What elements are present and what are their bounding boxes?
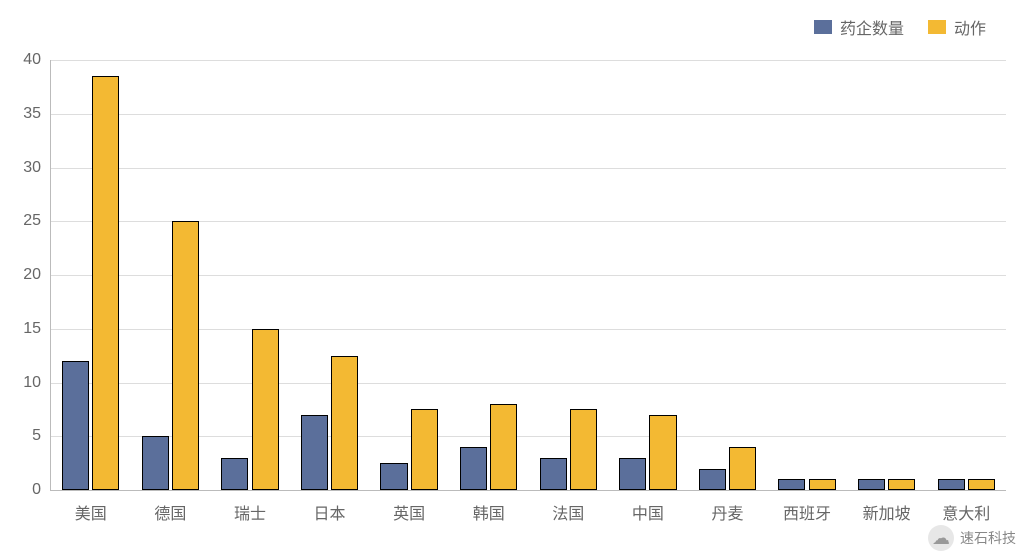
bar-series-1 [570, 409, 597, 490]
x-tick-label: 意大利 [942, 500, 990, 524]
chart-container: 药企数量 动作 0510152025303540美国德国瑞士日本英国韩国法国中国… [0, 0, 1026, 557]
watermark: ☁ 速石科技 [928, 525, 1016, 551]
bar-series-1 [490, 404, 517, 490]
bar-series-0 [142, 436, 169, 490]
bar-series-0 [699, 469, 726, 491]
bar-series-1 [888, 479, 915, 490]
bar-series-1 [92, 76, 119, 490]
x-tick-label: 中国 [632, 500, 664, 524]
bar-series-0 [62, 361, 89, 490]
plot-area: 0510152025303540美国德国瑞士日本英国韩国法国中国丹麦西班牙新加坡… [50, 60, 1006, 491]
x-tick-label: 英国 [393, 500, 425, 524]
legend: 药企数量 动作 [814, 15, 986, 39]
x-tick-label: 新加坡 [863, 500, 911, 524]
bar-series-1 [252, 329, 279, 490]
grid-line [51, 60, 1006, 61]
legend-swatch-series-0 [814, 20, 832, 34]
bar-series-1 [729, 447, 756, 490]
y-tick-label: 20 [11, 266, 41, 284]
grid-line [51, 168, 1006, 169]
bar-series-1 [172, 221, 199, 490]
bar-series-0 [460, 447, 487, 490]
y-tick-label: 40 [11, 51, 41, 69]
bar-series-0 [619, 458, 646, 490]
y-tick-label: 10 [11, 374, 41, 392]
y-tick-label: 25 [11, 212, 41, 230]
y-tick-label: 0 [11, 481, 41, 499]
x-tick-label: 法国 [552, 500, 584, 524]
bar-series-0 [540, 458, 567, 490]
watermark-text: 速石科技 [960, 528, 1016, 548]
bar-series-0 [938, 479, 965, 490]
bar-series-0 [858, 479, 885, 490]
bar-series-0 [778, 479, 805, 490]
y-tick-label: 30 [11, 159, 41, 177]
x-tick-label: 韩国 [473, 500, 505, 524]
x-tick-label: 丹麦 [711, 500, 743, 524]
x-tick-label: 美国 [75, 500, 107, 524]
legend-swatch-series-1 [928, 20, 946, 34]
y-tick-label: 35 [11, 105, 41, 123]
bar-series-1 [968, 479, 995, 490]
watermark-icon: ☁ [928, 525, 954, 551]
grid-line [51, 114, 1006, 115]
x-tick-label: 瑞士 [234, 500, 266, 524]
bar-series-0 [221, 458, 248, 490]
x-tick-label: 西班牙 [783, 500, 831, 524]
bar-series-1 [649, 415, 676, 490]
y-tick-label: 15 [11, 320, 41, 338]
legend-item: 动作 [928, 15, 986, 39]
bar-series-1 [809, 479, 836, 490]
legend-item: 药企数量 [814, 15, 904, 39]
bar-series-1 [411, 409, 438, 490]
legend-label: 药企数量 [840, 15, 904, 39]
legend-label: 动作 [954, 15, 986, 39]
x-tick-label: 日本 [314, 500, 346, 524]
bar-series-1 [331, 356, 358, 490]
bar-series-0 [301, 415, 328, 490]
y-tick-label: 5 [11, 427, 41, 445]
bar-series-0 [380, 463, 407, 490]
x-tick-label: 德国 [154, 500, 186, 524]
